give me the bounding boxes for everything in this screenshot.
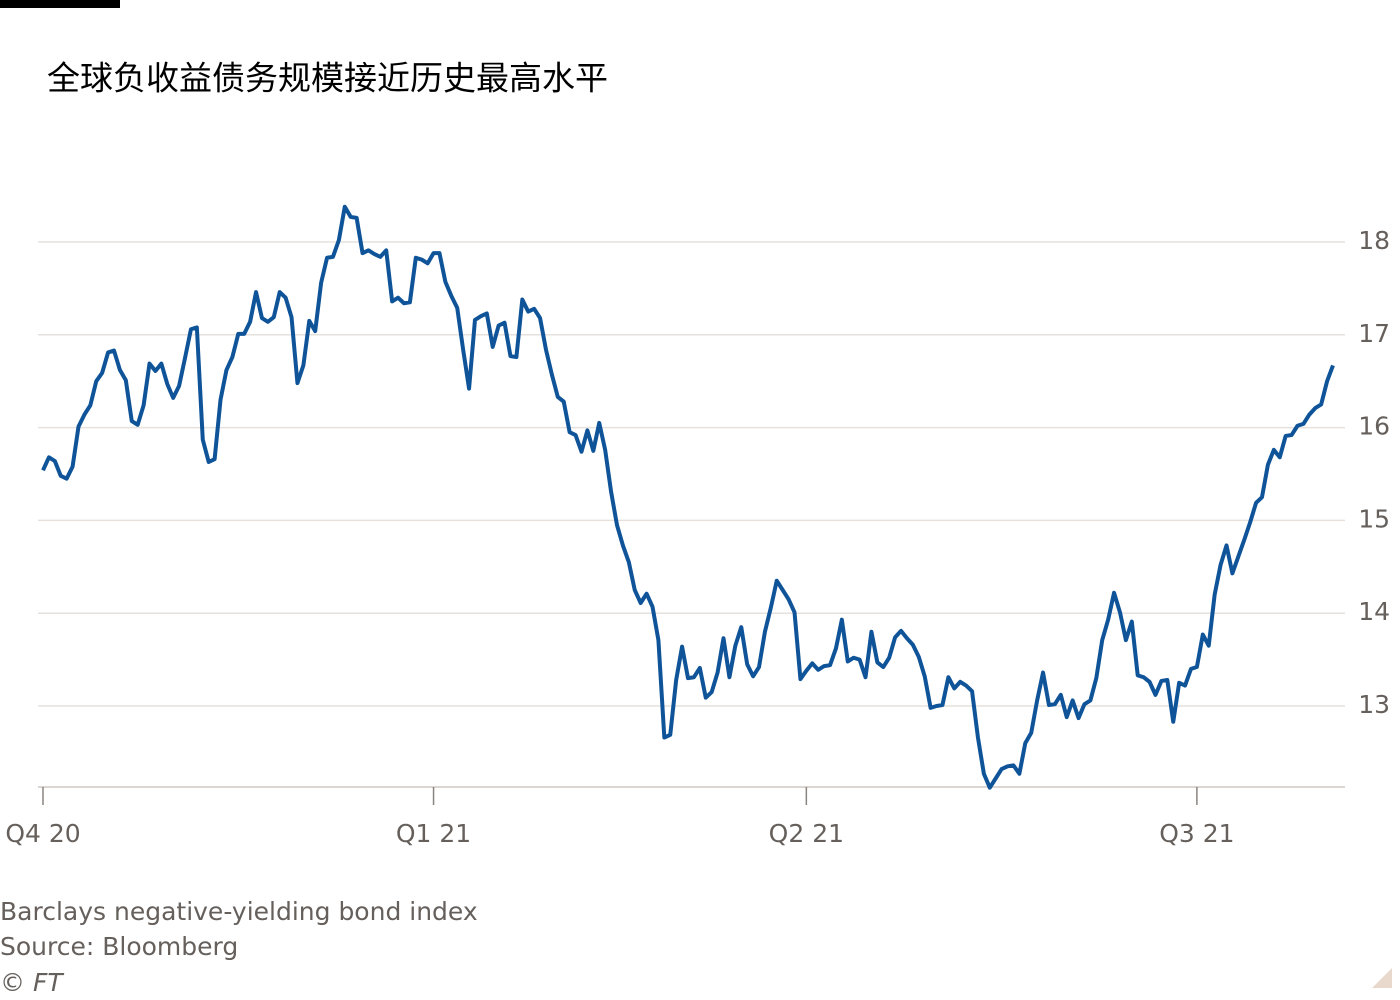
y-tick-label: 13 xyxy=(1358,690,1390,719)
y-tick-label: 15 xyxy=(1358,504,1390,533)
y-tick-label: 14 xyxy=(1358,597,1390,626)
x-tick-label: Q1 21 xyxy=(396,819,471,848)
credit: © FT xyxy=(0,968,64,997)
y-tick-label: 16 xyxy=(1358,412,1390,441)
y-tick-label: 17 xyxy=(1358,319,1390,348)
chart-title: 全球负收益债务规模接近历史最高水平 xyxy=(47,59,608,98)
x-tick-label: Q4 20 xyxy=(5,819,80,848)
data-line xyxy=(41,204,1335,790)
y-tick-label: 18 xyxy=(1358,226,1390,255)
brand-bar xyxy=(0,0,120,8)
x-tick-label: Q3 21 xyxy=(1159,819,1234,848)
source: Source: Bloomberg xyxy=(0,932,238,961)
corner-mark xyxy=(1372,968,1392,988)
note: Barclays negative-yielding bond index xyxy=(0,897,478,926)
x-tick-label: Q2 21 xyxy=(769,819,844,848)
